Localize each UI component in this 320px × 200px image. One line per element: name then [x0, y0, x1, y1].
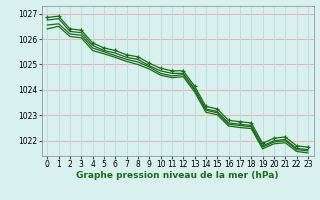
- X-axis label: Graphe pression niveau de la mer (hPa): Graphe pression niveau de la mer (hPa): [76, 171, 279, 180]
